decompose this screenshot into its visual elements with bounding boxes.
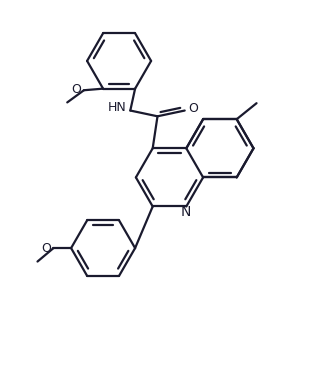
Text: HN: HN bbox=[108, 101, 127, 115]
Text: N: N bbox=[181, 205, 192, 219]
Text: O: O bbox=[189, 102, 198, 115]
Text: O: O bbox=[41, 242, 51, 255]
Text: O: O bbox=[71, 83, 81, 96]
